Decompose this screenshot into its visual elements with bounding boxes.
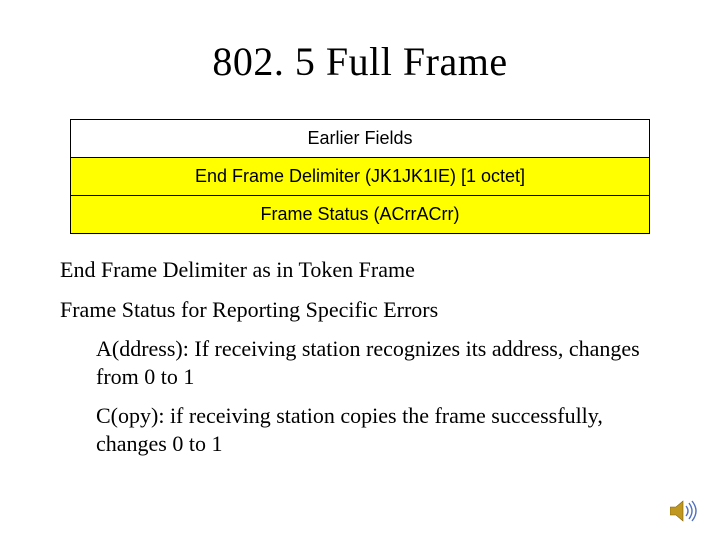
slide: 802. 5 Full Frame Earlier Fields End Fra… bbox=[0, 0, 720, 540]
table-row: End Frame Delimiter (JK1JK1IE) [1 octet] bbox=[71, 158, 650, 196]
slide-title: 802. 5 Full Frame bbox=[48, 38, 672, 85]
body-subline: A(ddress): If receiving station recogniz… bbox=[96, 335, 660, 390]
body-line: End Frame Delimiter as in Token Frame bbox=[60, 256, 660, 284]
sound-icon[interactable] bbox=[670, 500, 698, 522]
body-line: Frame Status for Reporting Specific Erro… bbox=[60, 296, 660, 324]
body-subline: C(opy): if receiving station copies the … bbox=[96, 402, 660, 457]
frame-fields-table: Earlier Fields End Frame Delimiter (JK1J… bbox=[70, 119, 650, 234]
table-row: Earlier Fields bbox=[71, 120, 650, 158]
table-row: Frame Status (ACrrACrr) bbox=[71, 196, 650, 234]
body-text-block: End Frame Delimiter as in Token Frame Fr… bbox=[60, 256, 660, 457]
